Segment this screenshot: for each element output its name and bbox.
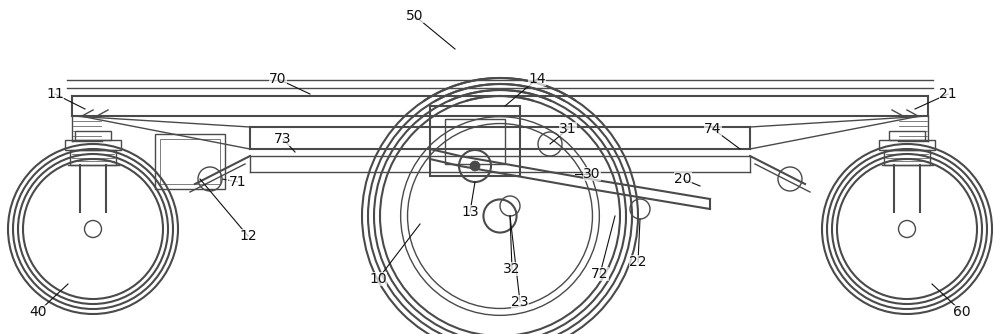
Bar: [65, 140, 121, 150]
Bar: [160, 139, 220, 184]
Text: 50: 50: [406, 9, 424, 23]
Text: 21: 21: [939, 87, 957, 101]
Text: 20: 20: [674, 172, 692, 186]
Text: 40: 40: [29, 305, 47, 319]
Text: 31: 31: [559, 122, 577, 136]
Text: 32: 32: [503, 262, 521, 276]
Bar: [445, 119, 505, 164]
Text: 11: 11: [46, 87, 64, 101]
Bar: [75, 131, 111, 140]
Text: 71: 71: [229, 175, 247, 189]
Text: 23: 23: [511, 295, 529, 309]
Text: 73: 73: [274, 132, 292, 146]
Bar: [430, 106, 520, 176]
Text: 10: 10: [369, 272, 387, 286]
Text: 12: 12: [239, 229, 257, 243]
Text: 22: 22: [629, 255, 647, 269]
Circle shape: [470, 161, 480, 171]
Text: 13: 13: [461, 205, 479, 219]
Text: 74: 74: [704, 122, 722, 136]
Bar: [155, 134, 225, 189]
Bar: [879, 140, 935, 150]
Text: 14: 14: [528, 72, 546, 86]
Text: 30: 30: [583, 167, 601, 181]
Text: 70: 70: [269, 72, 287, 86]
Text: 60: 60: [953, 305, 971, 319]
Bar: [884, 150, 930, 165]
Bar: [889, 131, 925, 140]
Text: 72: 72: [591, 267, 609, 281]
Bar: [70, 150, 116, 165]
